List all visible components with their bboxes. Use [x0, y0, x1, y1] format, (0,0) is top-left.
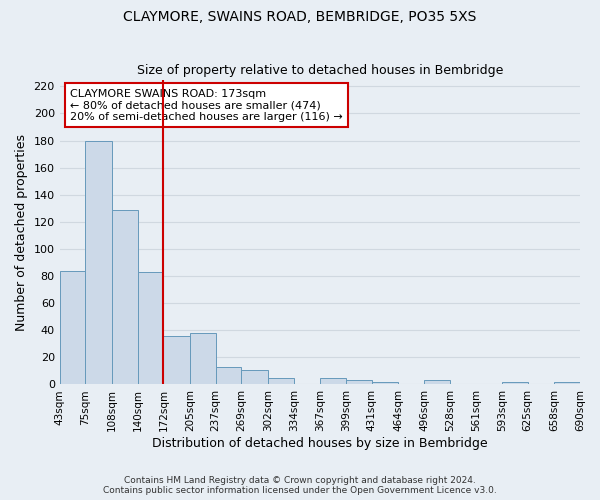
Bar [59, 270, 85, 384]
Y-axis label: Number of detached properties: Number of detached properties [15, 134, 28, 330]
Bar [424, 380, 450, 384]
X-axis label: Distribution of detached houses by size in Bembridge: Distribution of detached houses by size … [152, 437, 488, 450]
Bar [268, 378, 293, 384]
Bar [372, 382, 398, 384]
Bar [137, 272, 163, 384]
Bar [112, 210, 137, 384]
Text: CLAYMORE SWAINS ROAD: 173sqm
← 80% of detached houses are smaller (474)
20% of s: CLAYMORE SWAINS ROAD: 173sqm ← 80% of de… [70, 88, 343, 122]
Bar [346, 380, 372, 384]
Bar [320, 378, 346, 384]
Bar [502, 382, 528, 384]
Bar [85, 140, 112, 384]
Text: Contains HM Land Registry data © Crown copyright and database right 2024.
Contai: Contains HM Land Registry data © Crown c… [103, 476, 497, 495]
Title: Size of property relative to detached houses in Bembridge: Size of property relative to detached ho… [137, 64, 503, 77]
Bar [554, 382, 580, 384]
Bar [241, 370, 268, 384]
Bar [163, 336, 190, 384]
Bar [215, 367, 241, 384]
Text: CLAYMORE, SWAINS ROAD, BEMBRIDGE, PO35 5XS: CLAYMORE, SWAINS ROAD, BEMBRIDGE, PO35 5… [124, 10, 476, 24]
Bar [190, 333, 215, 384]
